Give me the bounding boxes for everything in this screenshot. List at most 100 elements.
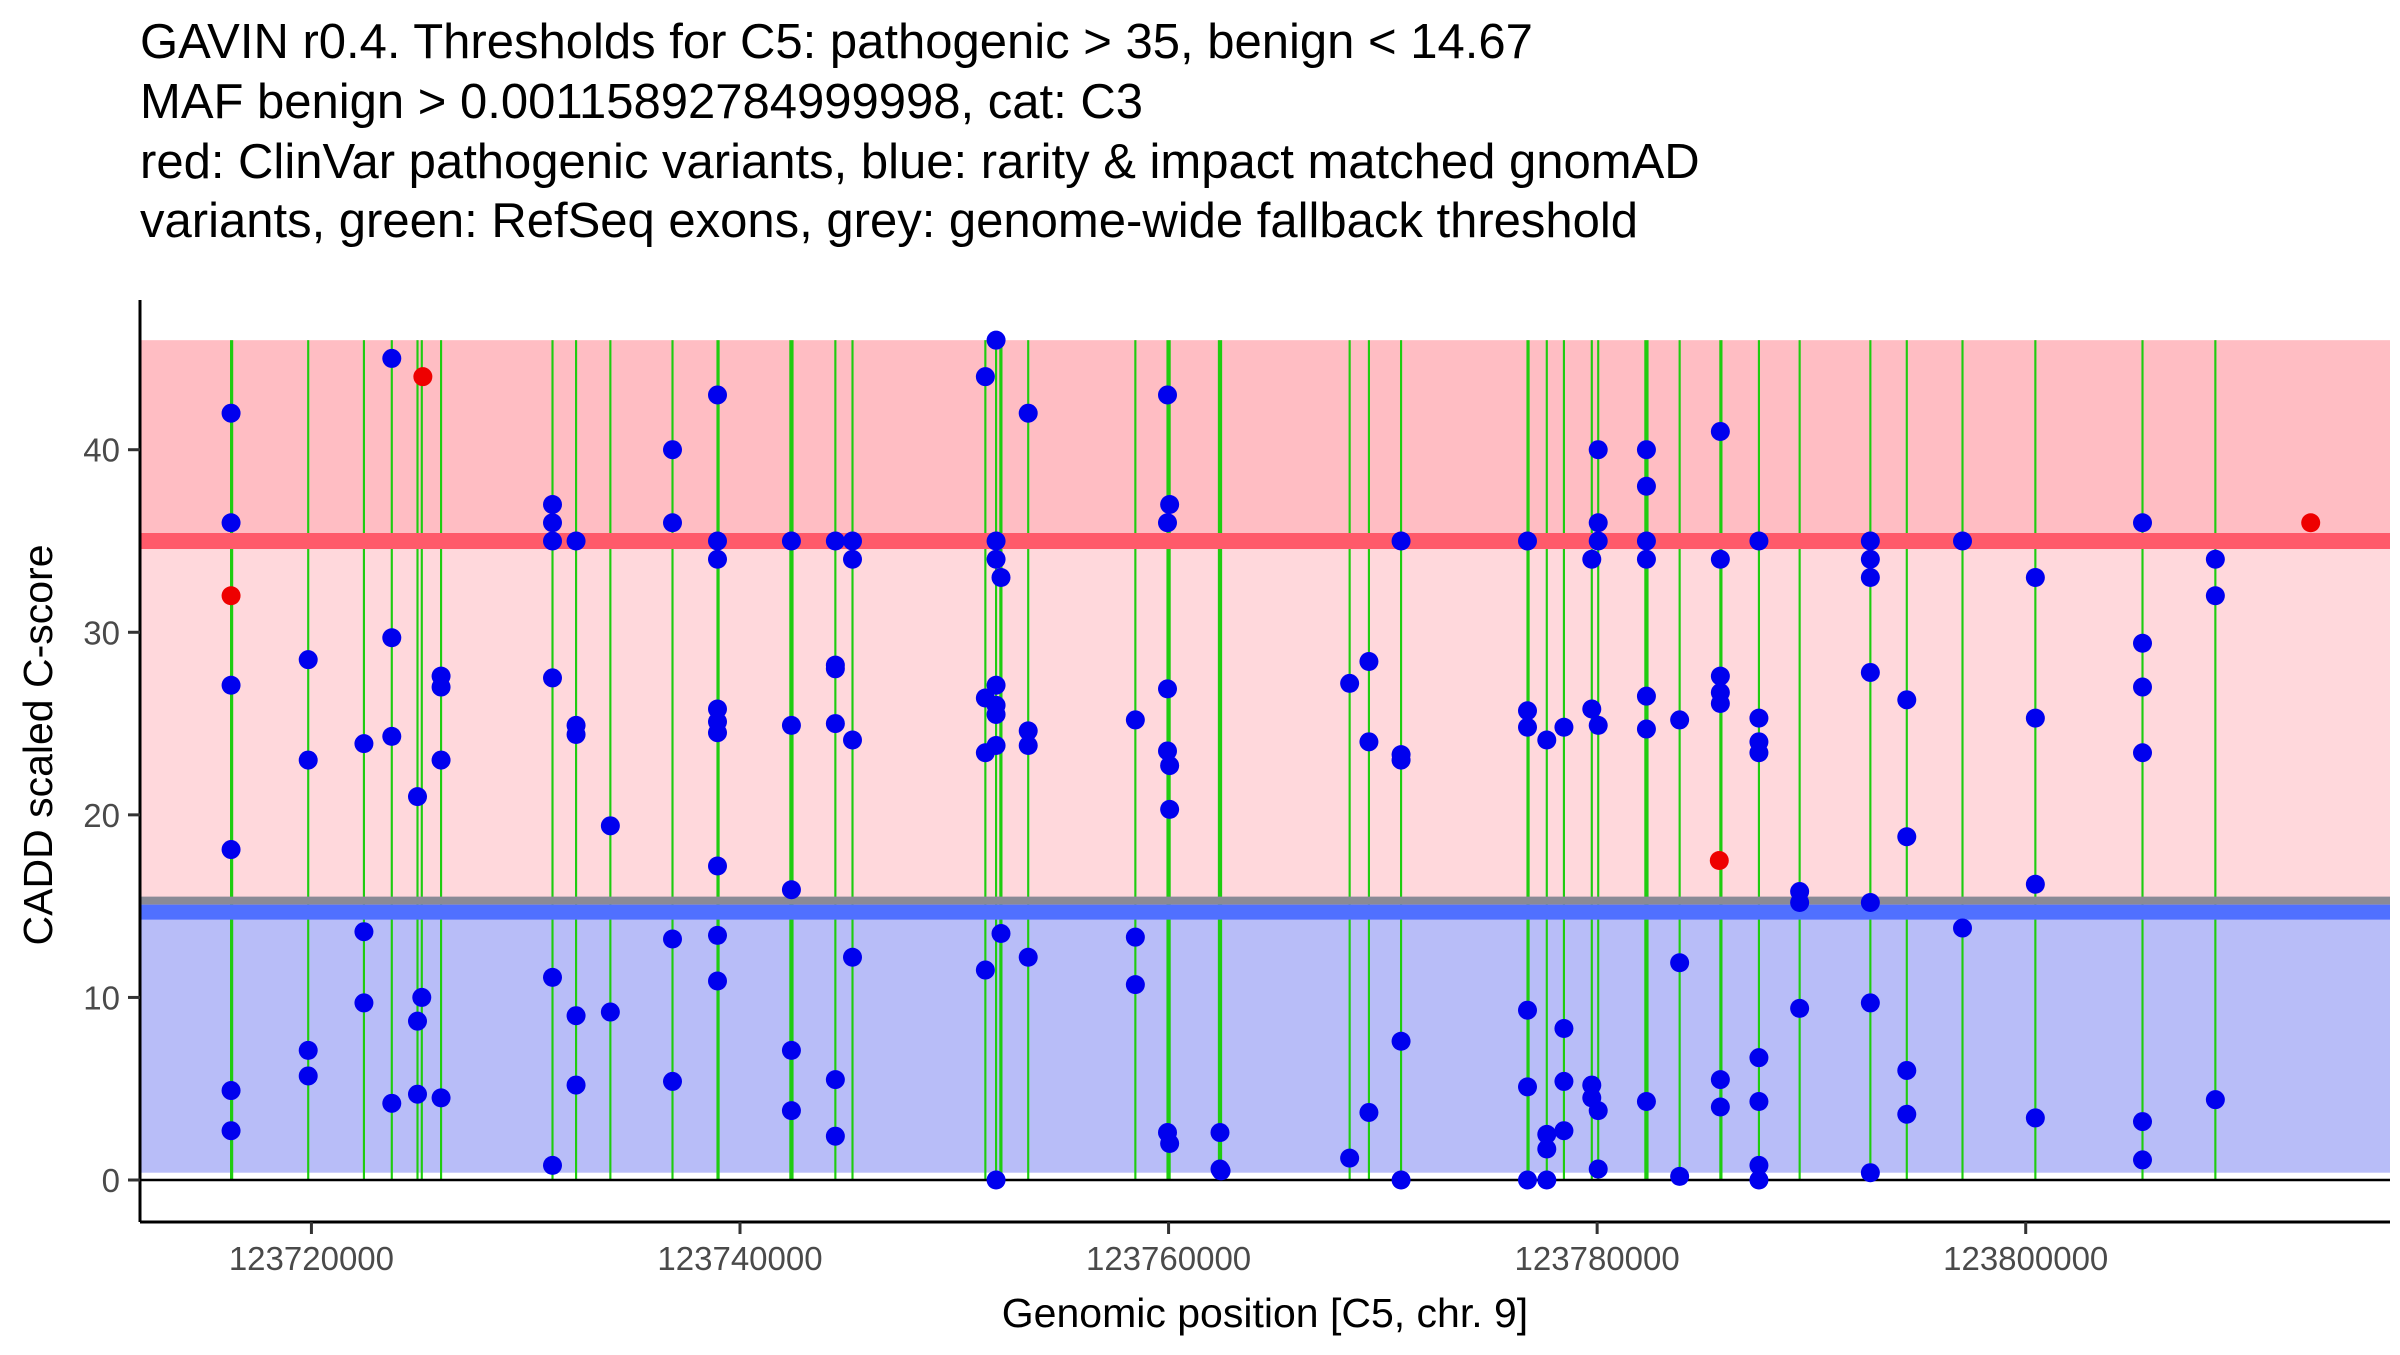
x-tick-label: 123720000: [229, 1240, 394, 1277]
gnomad-point: [2133, 743, 2152, 763]
gnomad-point: [1860, 549, 1880, 569]
exon-line: [1590, 340, 1593, 1181]
gnomad-point: [2205, 586, 2225, 606]
gnomad-point: [1860, 993, 1880, 1013]
exon-line: [609, 340, 612, 1181]
gnomad-point: [566, 1006, 586, 1026]
x-axis-label: Genomic position [C5, chr. 9]: [1002, 1290, 1528, 1336]
gnomad-point: [1897, 1060, 1917, 1080]
exon-line: [834, 340, 837, 1181]
exon-line: [416, 340, 419, 1181]
gnomad-point: [1211, 1161, 1231, 1181]
gnomad-point: [382, 726, 402, 746]
gnomad-point: [781, 531, 801, 551]
gnomad-point: [991, 568, 1011, 588]
exon-line: [2034, 340, 2037, 1181]
exon-line: [1027, 340, 1030, 1181]
exon-line: [1217, 340, 1223, 1181]
title-line-4: variants, green: RefSeq exons, grey: gen…: [140, 194, 1638, 248]
gnomad-point: [431, 677, 451, 697]
gnomad-point: [354, 993, 374, 1013]
gnomad-point: [1749, 1170, 1769, 1190]
gnomad-point: [2133, 1150, 2152, 1170]
gnomad-point: [825, 531, 845, 551]
exon-line: [716, 340, 720, 1181]
x-tick-label: 123740000: [657, 1240, 822, 1277]
exon-line: [1905, 340, 1908, 1181]
gnomad-point: [1391, 531, 1411, 551]
gnomad-point: [354, 922, 374, 942]
data-points: [221, 330, 2321, 1190]
gnomad-point: [1518, 531, 1537, 551]
gnomad-point: [1582, 549, 1602, 569]
x-tick-label: 123780000: [1515, 1240, 1680, 1277]
exon-line: [390, 340, 393, 1181]
gnomad-point: [1790, 998, 1810, 1018]
gnomad-point: [1897, 690, 1917, 710]
gnomad-point: [543, 513, 562, 533]
gnomad-point: [298, 1066, 318, 1086]
gnomad-point: [1340, 1148, 1360, 1168]
gnomad-point: [1710, 421, 1730, 441]
gnomad-point: [1790, 892, 1810, 912]
gnomad-point: [2133, 1112, 2152, 1132]
exon-line: [1597, 340, 1600, 1181]
exon-line: [999, 340, 1003, 1181]
gnomad-point: [354, 734, 374, 754]
exon-line: [1545, 340, 1548, 1181]
gnomad-point: [221, 840, 241, 860]
gnomad-point: [2025, 708, 2045, 728]
gnomad-point: [1636, 719, 1656, 739]
gnomad-point: [1860, 892, 1880, 912]
gnomad-point: [1160, 1133, 1180, 1153]
exon-line: [995, 340, 998, 1181]
gnomad-point: [1340, 673, 1360, 693]
gnomad-point: [2025, 874, 2045, 894]
gnomad-point: [382, 1093, 402, 1113]
exon-line: [1719, 340, 1723, 1181]
gnomad-point: [1359, 732, 1379, 752]
chart-title: GAVIN r0.4. Thresholds for C5: pathogeni…: [140, 15, 1700, 248]
gnomad-point: [1158, 679, 1177, 699]
gnomad-point: [825, 714, 845, 734]
exon-line: [1961, 340, 1964, 1181]
gnomad-point: [382, 348, 402, 368]
gnomad-point: [708, 856, 727, 876]
gnomad-point: [221, 1121, 241, 1141]
title-line-2: MAF benign > 0.00115892784999998, cat: C…: [140, 75, 1143, 129]
gnomad-point: [298, 750, 318, 770]
gnomad-point: [600, 816, 620, 836]
gnomad-point: [221, 403, 241, 423]
gnomad-point: [543, 494, 562, 514]
gnomad-point: [382, 628, 402, 648]
gnomad-point: [1518, 1170, 1537, 1190]
clinvar-point: [413, 367, 433, 387]
gnomad-point: [1518, 1000, 1537, 1020]
gnomad-point: [1749, 1155, 1769, 1175]
gnomad-point: [1953, 918, 1972, 938]
gnomad-point: [825, 1126, 845, 1146]
exon-line: [1367, 340, 1370, 1181]
gnomad-point: [566, 531, 586, 551]
gnomad-point: [1749, 531, 1769, 551]
clinvar-point: [2301, 513, 2321, 533]
gnomad-point: [1537, 1139, 1557, 1159]
gnomad-point: [412, 987, 432, 1007]
gnomad-point: [2025, 1108, 2045, 1128]
exon-line: [1134, 340, 1137, 1181]
gnomad-point: [431, 1088, 451, 1108]
gnomad-point: [1588, 531, 1608, 551]
gnomad-point: [781, 880, 801, 900]
gnomad-point: [708, 385, 727, 405]
gnomad-point: [986, 549, 1006, 569]
gnomad-point: [543, 531, 562, 551]
gnomad-point: [1588, 513, 1608, 533]
gnomad-point: [1636, 686, 1656, 706]
gnomad-point: [1582, 699, 1602, 719]
gnomad-point: [221, 513, 241, 533]
gnomad-point: [843, 730, 862, 750]
gnomad-point: [1158, 741, 1177, 761]
gnomad-point: [1636, 531, 1656, 551]
gnomad-point: [298, 650, 318, 670]
